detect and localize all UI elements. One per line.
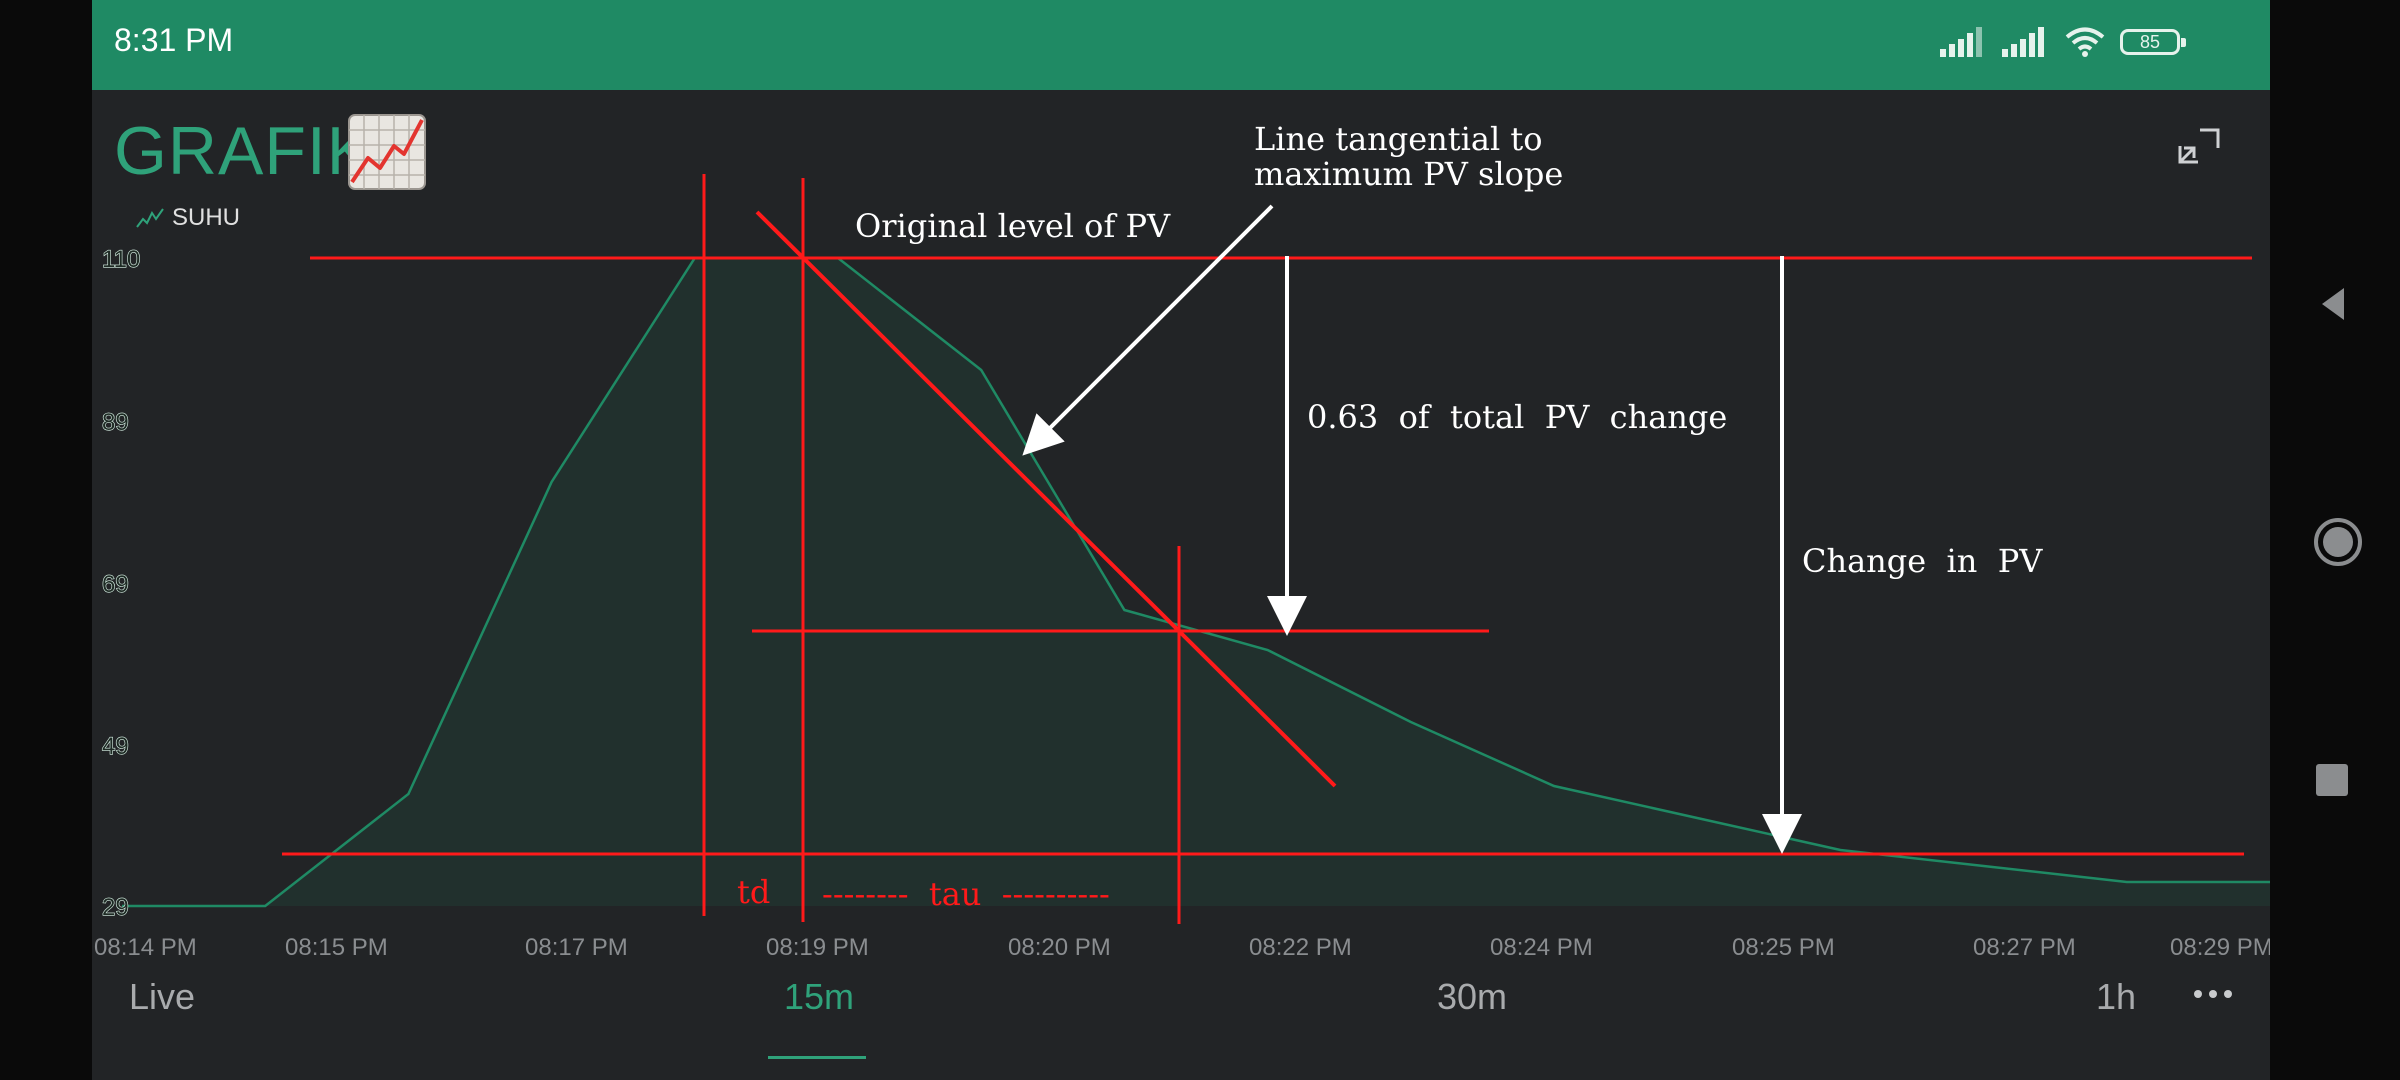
x-tick-label: 08:22 PM xyxy=(1249,934,1352,961)
selected-range-indicator xyxy=(768,1056,866,1059)
x-tick-label: 08:14 PM xyxy=(94,934,197,961)
temperature-chart[interactable]: 110 89 69 49 29 08:14 PM 08:15 PM 08:17 PM 08:1… xyxy=(92,0,2270,1080)
back-icon[interactable] xyxy=(2312,282,2356,326)
x-tick-label: 08:25 PM xyxy=(1732,934,1835,961)
system-nav-bar xyxy=(2270,0,2400,1080)
x-tick-label: 08:27 PM xyxy=(1973,934,2076,961)
signal-icon xyxy=(1940,27,1982,57)
x-tick-label: 08:29 PM xyxy=(2170,934,2270,961)
more-dot xyxy=(2224,990,2232,998)
app-screen: 8:31 PM 85 xyxy=(92,0,2270,1080)
tangent-label-line-1: Line tangential to xyxy=(1254,120,1542,158)
y-tick-label: 29 xyxy=(102,894,129,921)
change-in-pv-label: Change in PV xyxy=(1802,542,2043,580)
signal-icon xyxy=(2002,27,2044,57)
more-dot xyxy=(2194,990,2202,998)
x-tick-label: 08:17 PM xyxy=(525,934,628,961)
x-tick-label: 08:15 PM xyxy=(285,934,388,961)
range-option-1h[interactable]: 1h xyxy=(2096,976,2137,1017)
tangent-label-line-2: maximum PV slope xyxy=(1254,155,1563,193)
time-range-selector: Live 15m 30m 1h xyxy=(92,976,2270,1066)
status-icons: 85 xyxy=(1940,26,2186,58)
y-tick-label: 69 xyxy=(102,571,129,598)
y-tick-label: 110 xyxy=(102,246,140,273)
chart-legend: SUHU xyxy=(136,204,240,232)
y-tick-label: 89 xyxy=(102,409,129,436)
range-option-30m[interactable]: 30m xyxy=(1437,976,1508,1017)
fraction-change-label: 0.63 of total PV change xyxy=(1307,398,1727,436)
y-tick-label: 49 xyxy=(102,733,129,760)
tangent-pointer-arrow xyxy=(1022,204,1274,456)
legend-series-label: SUHU xyxy=(172,204,241,231)
range-option-15m[interactable]: 15m xyxy=(784,976,855,1017)
wifi-icon xyxy=(2065,27,2105,57)
home-icon[interactable] xyxy=(2312,516,2364,568)
td-label: td xyxy=(737,873,770,911)
more-horizontal-icon[interactable] xyxy=(2194,990,2232,998)
page-title: GRAFIK xyxy=(114,113,374,189)
tau-label: -------- tau ---------- xyxy=(822,875,1110,913)
status-bar: 8:31 PM 85 xyxy=(92,0,2270,90)
x-tick-label: 08:19 PM xyxy=(766,934,869,961)
battery-level: 85 xyxy=(2139,31,2161,52)
status-time: 8:31 PM xyxy=(114,22,234,58)
tangent-line xyxy=(755,210,1337,788)
more-dot xyxy=(2209,990,2217,998)
line-chart-icon xyxy=(136,208,164,228)
original-level-label: Original level of PV xyxy=(855,207,1171,245)
chart-increasing-icon xyxy=(348,114,426,190)
recents-icon[interactable] xyxy=(2312,760,2352,800)
x-tick-label: 08:20 PM xyxy=(1008,934,1111,961)
expand-icon[interactable] xyxy=(2176,126,2222,166)
range-option-live[interactable]: Live xyxy=(129,976,196,1017)
series-area xyxy=(122,258,2270,906)
battery-icon: 85 xyxy=(2120,29,2186,55)
x-tick-label: 08:24 PM xyxy=(1490,934,1593,961)
